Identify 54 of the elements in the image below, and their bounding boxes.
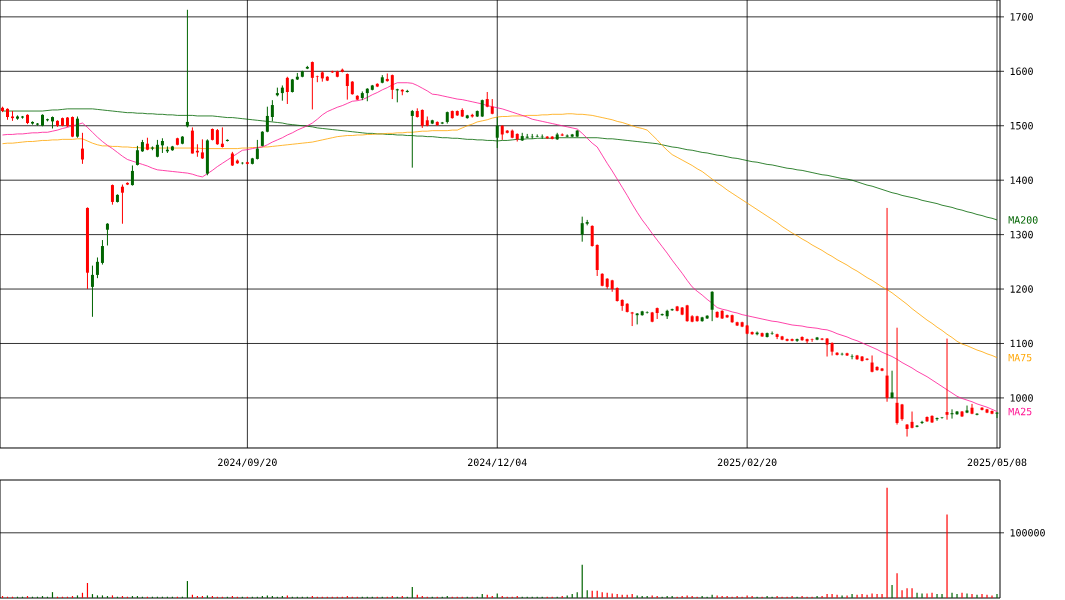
candlestick <box>910 411 914 429</box>
y-tick-label: 1200 <box>1010 285 1033 293</box>
candlestick <box>590 224 594 248</box>
candlestick <box>75 115 79 139</box>
series-label: MA25 <box>1008 407 1032 416</box>
candlestick <box>390 74 394 100</box>
y-tick-label: 1100 <box>1010 339 1033 348</box>
x-tick-label: 2024/09/20 <box>218 458 277 467</box>
candlestick <box>965 405 969 414</box>
y-tick-label: 1700 <box>1010 13 1033 21</box>
candlestick <box>310 61 314 110</box>
x-tick-label: 2025/02/20 <box>717 458 777 467</box>
candlestick <box>80 132 84 165</box>
y-tick-label: 1300 <box>1010 230 1033 239</box>
y-tick-label: 1400 <box>1010 176 1033 184</box>
series-label: MA200 <box>1008 216 1038 224</box>
candlestick <box>945 338 949 421</box>
candlestick <box>90 265 94 318</box>
candlestick <box>220 126 224 149</box>
candlestick <box>825 337 829 358</box>
candlestick <box>105 222 109 246</box>
candlestick <box>870 354 874 373</box>
candlestick <box>495 116 499 149</box>
y-tick-label: 1600 <box>1010 67 1033 76</box>
candlestick <box>120 184 124 225</box>
candlestick <box>130 164 134 187</box>
candlestick <box>995 411 999 419</box>
y-tick-label: 1500 <box>1010 121 1033 130</box>
candlestick <box>100 239 104 266</box>
candlestick <box>345 72 349 101</box>
y-tick-label: 100000 <box>1010 529 1045 537</box>
candlestick <box>890 370 894 399</box>
candlestick <box>190 126 194 154</box>
candlestick <box>905 423 909 438</box>
x-tick-label: 2025/05/08 <box>967 458 1027 467</box>
candlestick <box>850 353 854 360</box>
candlestick <box>710 290 714 322</box>
candlestick <box>285 76 289 105</box>
candlestick <box>200 138 204 160</box>
candlestick <box>950 408 954 420</box>
candlestick <box>875 365 879 372</box>
candlestick <box>915 424 919 428</box>
candlestick <box>865 357 869 361</box>
y-tick-label: 1000 <box>1010 394 1033 402</box>
candlestick <box>885 207 889 403</box>
candlestick <box>895 327 899 426</box>
series-label: MA75 <box>1008 353 1032 362</box>
candlestick <box>800 335 804 342</box>
candlestick <box>975 412 979 416</box>
candlestick <box>420 108 424 129</box>
candlestick <box>95 256 99 279</box>
candlestick <box>820 337 824 341</box>
candlestick <box>580 216 584 243</box>
x-tick-label: 2024/12/04 <box>468 458 527 467</box>
